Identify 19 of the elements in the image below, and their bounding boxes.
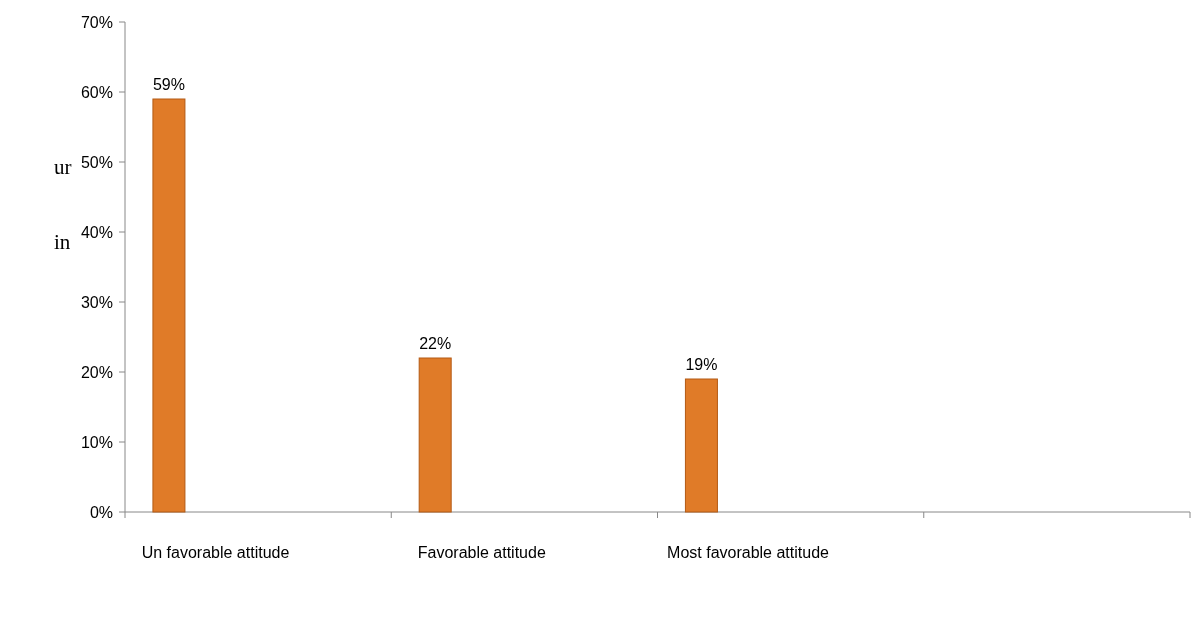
x-tick-label: Favorable attitude <box>417 544 546 561</box>
y-tick-label: 70% <box>80 13 113 31</box>
bar <box>418 357 452 513</box>
text: in <box>54 230 71 254</box>
y-tick-label: 30% <box>80 293 113 311</box>
bar <box>152 98 186 513</box>
x-tick-label: Most favorable attitude <box>667 544 830 561</box>
bar <box>684 378 718 513</box>
y-tick-label: 20% <box>80 363 113 381</box>
data-label: 22% <box>419 335 452 352</box>
y-tick-label: 40% <box>80 223 113 241</box>
y-tick-label: 50% <box>80 153 113 171</box>
y-tick-label: 60% <box>80 83 113 101</box>
text: ur <box>54 155 72 179</box>
data-label: 19% <box>685 356 718 373</box>
y-tick-label: 10% <box>80 433 113 451</box>
y-tick-label: 0% <box>89 503 113 521</box>
data-label: 59% <box>152 76 185 93</box>
x-tick-label: Un favorable attitude <box>141 544 290 561</box>
